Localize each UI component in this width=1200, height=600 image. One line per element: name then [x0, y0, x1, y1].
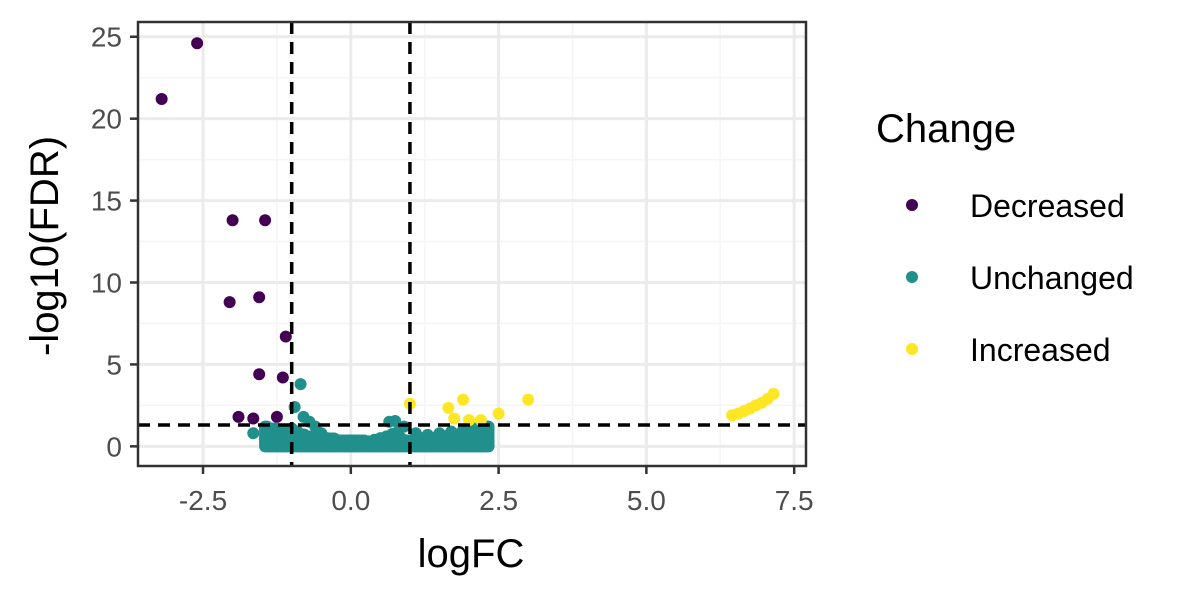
x-tick-label: 0.0: [331, 485, 370, 516]
data-point-unchanged: [300, 430, 313, 443]
data-point-increased: [474, 414, 487, 427]
data-point-decreased: [191, 37, 204, 50]
data-point-decreased: [259, 214, 272, 227]
panel-border: [136, 20, 808, 468]
data-point-unchanged: [291, 425, 304, 438]
threshold-lines: [138, 22, 806, 466]
legend-key-unchanged: [906, 271, 918, 283]
data-point-increased: [522, 393, 535, 406]
data-point-decreased: [223, 296, 236, 309]
x-axis-title: logFC: [418, 532, 525, 576]
x-tick-label: 2.5: [479, 485, 518, 516]
data-point-decreased: [279, 330, 292, 343]
y-tick-label: 10: [91, 268, 122, 299]
data-point-unchanged: [312, 433, 325, 446]
data-point-unchanged: [433, 427, 446, 440]
legend-key-increased: [906, 343, 918, 355]
data-point-decreased: [247, 412, 260, 425]
data-point-increased: [442, 401, 455, 414]
x-tick-label: -2.5: [179, 485, 227, 516]
data-point-decreased: [270, 410, 283, 423]
legend-title: Change: [876, 107, 1016, 151]
legend-label-decreased: Decreased: [970, 188, 1125, 224]
data-point-increased: [457, 393, 470, 406]
legend-label-increased: Increased: [970, 332, 1111, 368]
x-tick-label: 5.0: [627, 485, 666, 516]
data-point-decreased: [226, 214, 239, 227]
legend-label-unchanged: Unchanged: [970, 260, 1134, 296]
data-point-unchanged: [395, 432, 408, 445]
data-point-unchanged: [415, 432, 428, 445]
legend-key-decreased: [906, 199, 918, 211]
data-point-decreased: [276, 371, 289, 384]
data-point-decreased: [232, 410, 245, 423]
axes: -2.5 0.0 2.5 5.0 7.5 0 5 10 15 20 25: [91, 22, 814, 516]
y-axis-title: -log10(FDR): [23, 136, 67, 356]
grid-lines: [138, 22, 806, 466]
y-tick-label: 15: [91, 186, 122, 217]
y-tick-label: 5: [106, 349, 122, 380]
data-point-unchanged: [262, 423, 275, 436]
y-tick-label: 20: [91, 104, 122, 135]
data-point-unchanged: [457, 423, 470, 436]
data-point-increased: [448, 412, 461, 425]
data-point-decreased: [253, 291, 266, 304]
x-tick-label: 7.5: [775, 485, 814, 516]
data-points: [155, 37, 780, 453]
data-point-unchanged: [445, 425, 458, 438]
data-point-unchanged: [247, 427, 260, 440]
legend: Change Decreased Unchanged Increased: [876, 107, 1134, 368]
data-point-increased: [767, 387, 780, 400]
data-point-increased: [492, 407, 505, 420]
data-point-decreased: [155, 93, 168, 106]
y-tick-label: 25: [91, 22, 122, 53]
data-point-unchanged: [294, 378, 307, 391]
y-tick-label: 0: [106, 431, 122, 462]
data-point-increased: [463, 414, 476, 427]
data-point-decreased: [253, 368, 266, 381]
